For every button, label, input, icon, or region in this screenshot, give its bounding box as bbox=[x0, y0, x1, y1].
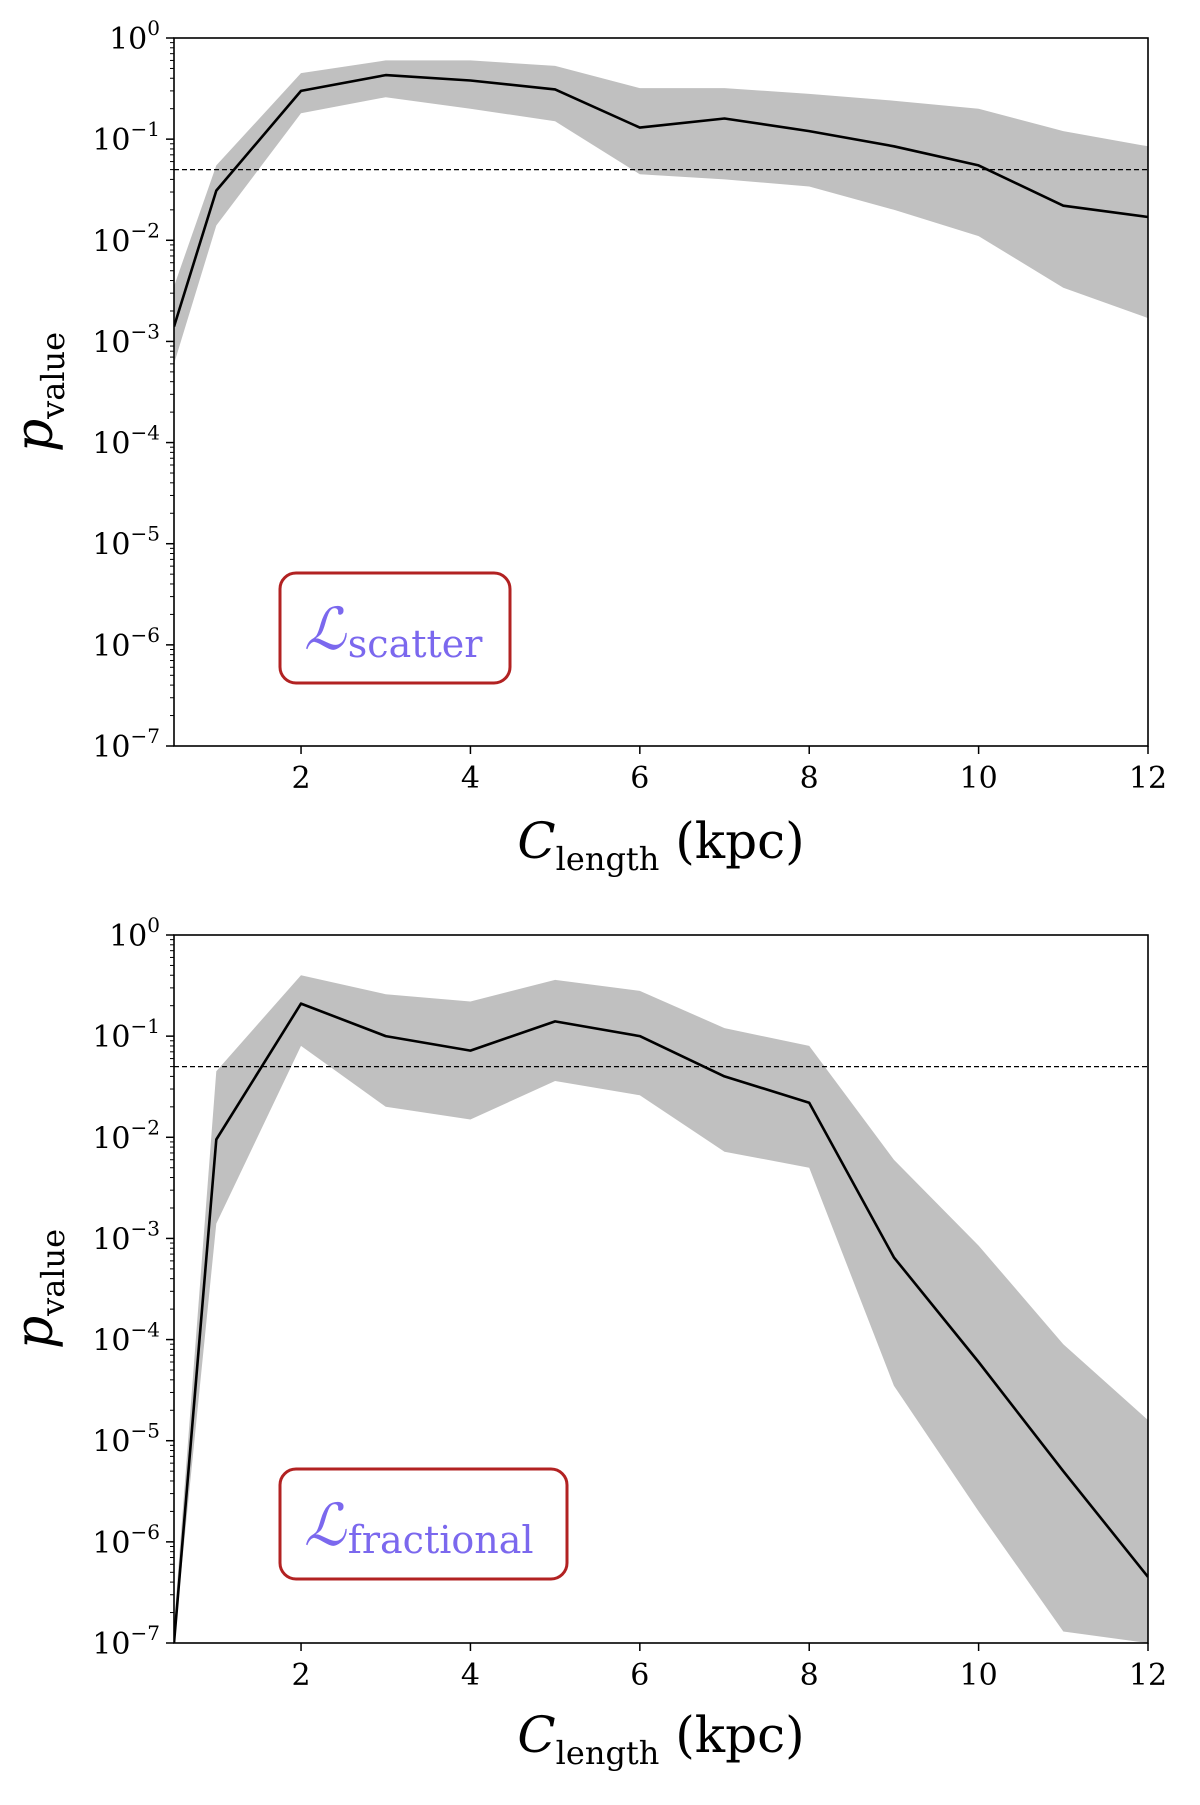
panel-top-y-axis-label: pvalue bbox=[5, 332, 72, 452]
panel-top-axes-frame bbox=[173, 37, 1149, 747]
panel-bottom-x-tick-label: 8 bbox=[800, 1658, 819, 1693]
panel-top-x-tick-label: 6 bbox=[630, 761, 649, 796]
panel-bottom-y-tick-label: 10−6 bbox=[92, 1520, 160, 1561]
panel-bottom-legend: ℒfractional bbox=[278, 1467, 569, 1581]
panel-top-y-tick-label: 10−6 bbox=[92, 623, 160, 664]
panel-top-y-tick-label: 10−5 bbox=[92, 522, 160, 563]
panel-top-y-tick-label: 10−2 bbox=[92, 218, 160, 259]
panel-bottom-confidence-band bbox=[174, 975, 1148, 1643]
panel-bottom-chart: 2 4 6 8 10 12 100 10−1 10−2 10−3 10−4 10−5 10−6 10−7 C… bbox=[5, 913, 1167, 1772]
panel-top-x-tick-label: 8 bbox=[800, 761, 819, 796]
panel-bottom-series-line bbox=[174, 1002, 1148, 1643]
panel-top-legend-label: ℒscatter bbox=[304, 595, 483, 666]
panel-top-y-tick-label: 10−4 bbox=[92, 421, 160, 462]
panel-bottom-y-tick-label: 10−2 bbox=[92, 1115, 160, 1156]
panel-top-plot-area bbox=[174, 60, 1148, 364]
panel-bottom-x-tick-label: 2 bbox=[291, 1658, 310, 1693]
panel-top-x-tick-label: 12 bbox=[1129, 761, 1167, 796]
panel-top-chart: 2 4 6 8 10 12 100 10−1 10−2 10−3 10−4 10−5 10−6 10−7 C… bbox=[5, 16, 1167, 878]
panel-top-y-tick-label: 10−3 bbox=[92, 319, 160, 360]
panel-top-x-axis-label: Clength (kpc) bbox=[517, 812, 804, 878]
panel-bottom-y-tick-label: 10−5 bbox=[92, 1419, 160, 1460]
panel-top-y-tick-label: 10−7 bbox=[92, 724, 160, 765]
panel-bottom-y-tick-label: 10−7 bbox=[92, 1621, 160, 1662]
panel-bottom-x-tick-label: 6 bbox=[630, 1658, 649, 1693]
panel-top-legend: ℒscatter bbox=[278, 571, 512, 685]
panel-top-x-tick-label: 10 bbox=[960, 761, 998, 796]
panel-bottom-x-tick-label: 10 bbox=[960, 1658, 998, 1693]
panel-bottom-y-tick-label: 10−1 bbox=[92, 1014, 160, 1055]
panel-bottom-x-tick-label: 12 bbox=[1129, 1658, 1167, 1693]
panel-bottom-x-axis-label: Clength (kpc) bbox=[517, 1706, 804, 1772]
panel-top-legend-box bbox=[278, 571, 512, 685]
panel-bottom-plot-area bbox=[174, 975, 1148, 1643]
panel-bottom-axes-frame bbox=[173, 934, 1149, 1644]
panel-top-x-tick-label: 2 bbox=[291, 761, 310, 796]
panel-bottom-legend-box bbox=[278, 1467, 569, 1581]
panel-bottom-y-tick-label: 10−4 bbox=[92, 1318, 160, 1359]
panel-bottom-y-axis-label: pvalue bbox=[5, 1229, 72, 1349]
panel-bottom-y-tick-label: 10−3 bbox=[92, 1216, 160, 1257]
panel-top-y-tick-label: 10−1 bbox=[92, 117, 160, 158]
panel-top-y-tick-label: 100 bbox=[109, 16, 160, 57]
panel-top-x-tick-label: 4 bbox=[461, 761, 480, 796]
panel-bottom-x-tick-label: 4 bbox=[461, 1658, 480, 1693]
panel-top-confidence-band bbox=[174, 60, 1148, 364]
panel-bottom-legend-label: ℒfractional bbox=[304, 1491, 534, 1562]
panel-top-series-line bbox=[174, 73, 1148, 327]
panel-bottom-y-tick-label: 100 bbox=[109, 913, 160, 954]
